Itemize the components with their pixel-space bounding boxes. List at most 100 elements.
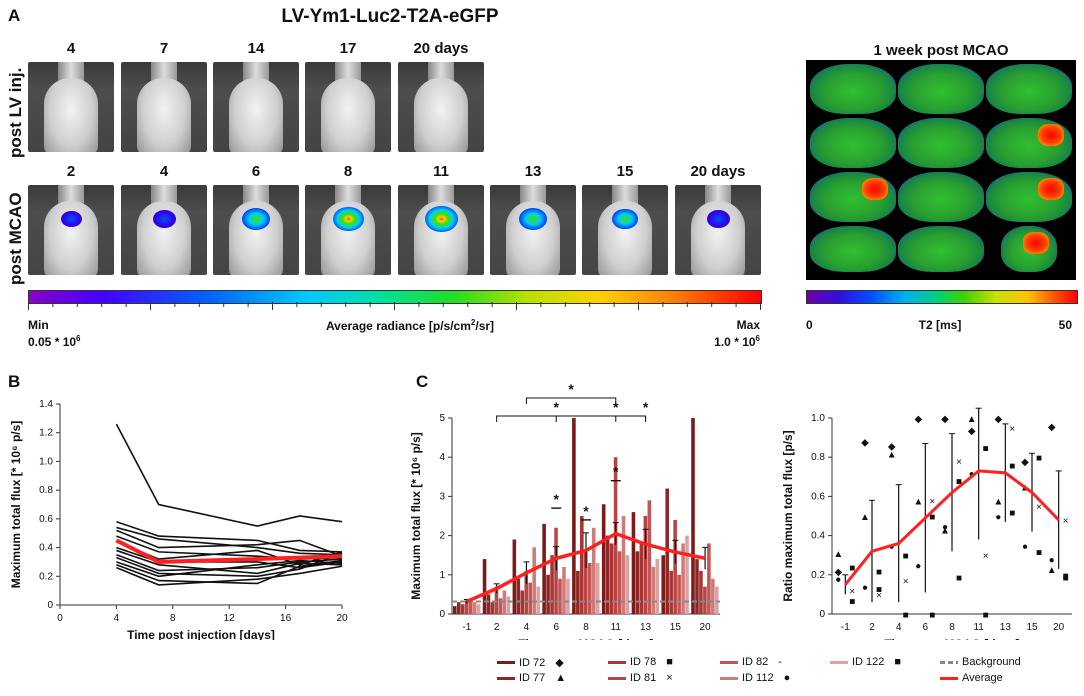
c1-bar — [695, 559, 699, 614]
post-lv-mouse-4 — [305, 62, 391, 152]
post-mcao-mouse-3-label: 6 — [251, 163, 261, 180]
c2-point: × — [876, 590, 882, 601]
c2-point: ■ — [1009, 461, 1015, 472]
legend-marker: × — [666, 672, 673, 684]
c1-bar — [520, 590, 525, 614]
c1-bar — [625, 555, 630, 614]
post-mcao-mouse-1-label: 2 — [66, 163, 76, 180]
legend-swatch — [830, 660, 848, 664]
c2-x-label: Time post MCAO [days] — [884, 637, 1019, 640]
c1-x-tick-label: 6 — [553, 622, 559, 633]
legend-label: ID 81 — [630, 672, 657, 684]
c1-bar — [542, 523, 546, 614]
c2-point: ■ — [983, 443, 989, 454]
c1-bar — [661, 555, 666, 614]
c2-x-tick-label: 2 — [869, 622, 875, 633]
c1-bar — [453, 606, 457, 614]
c1-bar — [528, 582, 532, 614]
c1-bar — [468, 598, 473, 614]
c1-sig-star: * — [583, 503, 589, 519]
c2-point: × — [983, 551, 989, 562]
c1-x-tick-label: 15 — [670, 622, 682, 633]
c2-point: ◆ — [888, 441, 896, 452]
c1-sig-star: * — [613, 399, 619, 415]
c2-point: ▲ — [860, 512, 870, 523]
c1-bar — [472, 602, 477, 614]
legend-label: Average — [962, 672, 1003, 684]
c2-point: ▲ — [833, 549, 843, 560]
c1-bar — [506, 596, 511, 614]
c1-bar — [681, 543, 685, 614]
c1-bar — [635, 551, 640, 614]
c1-y-tick-label: 1 — [439, 570, 445, 581]
post-mcao-mouse-8 — [675, 185, 761, 275]
c2-x-tick-label: 6 — [923, 622, 929, 633]
post-lv-mouse-1-label: 4 — [66, 40, 76, 57]
c2-y-tick-label: 0 — [819, 609, 825, 620]
c1-x-tick-label: 4 — [524, 622, 530, 633]
c2-point: ▲ — [913, 496, 923, 507]
legend-marker: ◆ — [555, 657, 564, 669]
c2-y-tick-label: 0.6 — [811, 491, 825, 502]
legend-marker: ● — [783, 672, 791, 684]
c2-point: ◆ — [1021, 457, 1029, 468]
c1-bar — [707, 543, 711, 614]
legend-marker: ■ — [666, 656, 673, 668]
c1-bar — [456, 602, 461, 614]
c1-bar — [546, 574, 550, 614]
c1-bar — [490, 602, 495, 614]
legend-item: ID 122 ■ — [830, 656, 901, 668]
c2-point: × — [849, 586, 855, 597]
legend-label: ID 122 — [852, 656, 885, 668]
b-series-line — [115, 423, 343, 527]
c2-point: ▲ — [1047, 565, 1057, 576]
b-y-tick-label: 1.0 — [39, 456, 53, 467]
t2-colorbar — [806, 290, 1078, 304]
c1-bar — [601, 504, 606, 614]
mri-slice — [810, 118, 896, 168]
legend-label: ID 82 — [742, 656, 769, 668]
radiance-max-label: Max — [736, 318, 760, 332]
chart-b: 0 4 8 12 16 20 0 0.2 0.4 0.6 0.8 1.0 1.2 1.4 Time post… — [9, 399, 348, 640]
b-y-label: Maximum total flux [* 10⁶ p/s] — [9, 421, 23, 589]
b-x-tick-label: 8 — [170, 613, 176, 624]
c2-y-label: Ratio maximum total flux [p/s] — [781, 430, 795, 601]
c1-x-label: Time post MCAO [days] — [518, 637, 653, 640]
c1-y-label: Maximum total flux [* 10⁶ p/s] — [409, 432, 423, 600]
c1-y-tick-label: 4 — [439, 452, 445, 463]
legend-item: ID 82- — [720, 656, 782, 668]
b-y-tick-label: 0.4 — [39, 543, 53, 554]
radiance-title: Average radiance [p/s/cm2/sr] — [325, 318, 495, 333]
c1-bar — [605, 535, 610, 614]
post-mcao-mouse-3 — [213, 185, 299, 275]
mri-slice — [810, 226, 896, 272]
c2-point: ▲ — [993, 496, 1003, 507]
mri-slice — [986, 64, 1072, 114]
mri-slice — [898, 172, 984, 222]
legend-swatch — [940, 676, 958, 680]
legend-label: Background — [962, 656, 1021, 668]
post-mcao-mouse-7 — [582, 185, 668, 275]
c2-x-tick-label: 15 — [1026, 622, 1038, 633]
radiance-min-value: 0.05 * 106 — [28, 334, 81, 349]
c1-bar — [524, 570, 529, 614]
chart-c-right: 0 0.2 0.4 0.6 0.8 1.0 -1 2 4 6 8 11 13 15 20 ◆ ■ ▲ × ● ■ ◆ ■ ▲ ×… — [781, 407, 1072, 640]
c1-y-tick-label: 3 — [439, 491, 445, 502]
c2-point: ■ — [956, 477, 962, 488]
legend-item: Average — [940, 672, 1013, 684]
c1-bar — [621, 516, 626, 614]
c1-y-tick-label: 0 — [439, 609, 445, 620]
c1-bar — [572, 418, 576, 614]
b-y-tick-label: 0.6 — [39, 514, 53, 525]
c2-point: ■ — [983, 610, 989, 621]
legend-marker: ■ — [894, 656, 902, 668]
c2-x-tick-label: 8 — [949, 622, 955, 633]
post-lv-mouse-2 — [121, 62, 207, 152]
b-average-line — [115, 538, 343, 564]
mri-slice — [1001, 226, 1057, 272]
c1-bar — [595, 563, 600, 614]
c1-bar — [669, 570, 673, 614]
c2-y-tick-label: 0.8 — [811, 452, 825, 463]
c2-point: ■ — [1036, 547, 1042, 558]
figure-title: LV-Ym1-Luc2-T2A-eGFP — [281, 6, 499, 27]
